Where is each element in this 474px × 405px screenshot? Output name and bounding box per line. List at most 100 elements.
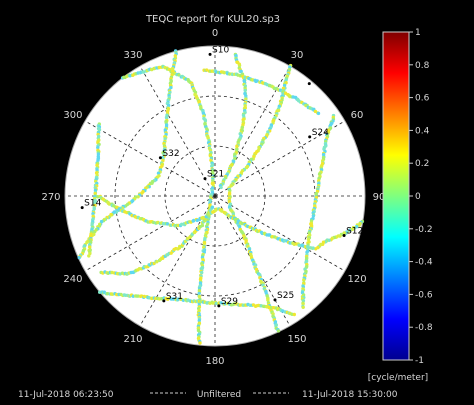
track-3 (227, 63, 293, 333)
track-10 (96, 194, 315, 250)
track-point (206, 136, 210, 140)
track-point (88, 245, 92, 249)
track-point (210, 164, 214, 168)
track-point (180, 222, 184, 226)
track-point (302, 278, 306, 282)
track-9 (99, 205, 215, 276)
satellite-label-S24: S24 (312, 128, 329, 138)
satellite-marker-S25 (273, 298, 277, 302)
track-point (98, 290, 102, 294)
track-point (305, 250, 309, 254)
satellite-marker-S14 (80, 206, 84, 210)
track-point (205, 68, 209, 72)
track-point (177, 73, 181, 77)
track-point (267, 305, 271, 310)
track-point (200, 223, 205, 228)
track-point (165, 222, 170, 226)
track-point (197, 318, 201, 323)
track-point (169, 85, 173, 90)
track-point (110, 270, 114, 275)
track-point (301, 302, 305, 306)
track-point (219, 185, 223, 190)
track-point (292, 312, 296, 317)
track-point (261, 283, 265, 287)
satellite-label-S32: S32 (162, 149, 179, 159)
track-point (231, 159, 236, 164)
track-point (235, 144, 239, 148)
track-point (237, 63, 242, 68)
colorbar-tick-label: -0.8 (415, 323, 433, 333)
track-point (141, 70, 146, 74)
track-point (200, 270, 204, 275)
azimuth-label-330: 330 (123, 50, 142, 61)
azimuth-label-180: 180 (205, 356, 224, 367)
track-point (228, 188, 232, 193)
track-point (211, 179, 215, 183)
track-point (239, 69, 243, 74)
track-4 (218, 52, 248, 190)
track-point (85, 240, 89, 244)
azimuth-spoke-330 (139, 65, 216, 197)
track-point (156, 171, 161, 175)
track-point (277, 104, 281, 109)
track-point (316, 111, 321, 116)
track-point (314, 247, 318, 251)
track-point (241, 118, 245, 122)
chart-title: TEQC report for KUL20.sp3 (145, 14, 280, 25)
colorbar-tick-label: 0.2 (415, 159, 429, 169)
colorbar-tick-label: 1 (415, 28, 421, 38)
footer-start-time: 11-Jul-2018 06:23:50 (18, 390, 114, 400)
track-point (77, 255, 81, 260)
track-point (243, 75, 247, 80)
track-point (276, 329, 281, 333)
track-point (311, 214, 316, 218)
track-1 (77, 49, 178, 260)
polar-grid (65, 46, 365, 346)
track-point (142, 294, 146, 299)
satellite-label-S14: S14 (84, 199, 101, 209)
azimuth-label-60: 60 (351, 110, 364, 121)
track-point (87, 254, 91, 258)
satellite-marker-S31 (162, 299, 166, 303)
colorbar-tick-label: -0.2 (415, 225, 433, 235)
track-point (198, 300, 203, 304)
track-point (311, 246, 315, 250)
track-point (91, 212, 95, 216)
track-point (107, 202, 112, 206)
satellite-label-S12: S12 (346, 226, 363, 236)
azimuth-spoke-300 (84, 120, 216, 197)
colorbar-tick-label: 0 (415, 192, 421, 202)
azimuth-spoke-240 (84, 195, 216, 272)
track-point (166, 109, 170, 114)
azimuth-label-240: 240 (63, 274, 82, 285)
azimuth-label-300: 300 (63, 110, 82, 121)
track-7 (202, 68, 321, 116)
track-point (157, 65, 161, 70)
track-point (192, 218, 196, 223)
satellite-label-S31: S31 (166, 292, 183, 302)
track-point (243, 88, 247, 93)
track-point (220, 209, 224, 213)
track-point (96, 195, 100, 199)
track-point (227, 72, 232, 76)
track-point (171, 69, 175, 74)
track-point (198, 341, 202, 345)
track-point (97, 128, 102, 132)
colorbar-label: [cycle/meter] (368, 373, 428, 383)
satellite-labels: S10 S15 S24 S32 S21 S14 S12 S25 S29 S31 (80, 45, 363, 308)
track-point (96, 145, 100, 150)
colorbar-tick-label: -0.6 (415, 290, 433, 300)
azimuth-label-210: 210 (123, 334, 142, 345)
azimuth-label-120: 120 (347, 274, 366, 285)
track-point (211, 301, 215, 305)
track-point (255, 79, 259, 83)
track-point (197, 294, 202, 299)
track-point (266, 298, 270, 302)
track-point (203, 119, 208, 123)
track-point (106, 292, 110, 296)
colorbar-tick-label: -1 (415, 356, 424, 366)
track-point (155, 260, 159, 264)
colorbar (382, 31, 410, 361)
